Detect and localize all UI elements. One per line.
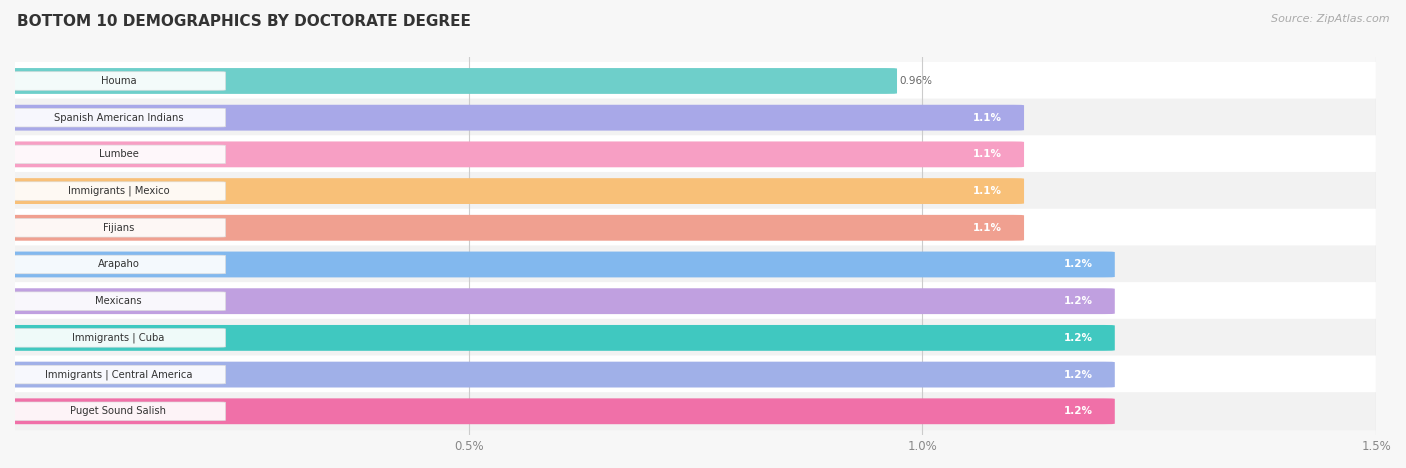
Text: Spanish American Indians: Spanish American Indians: [53, 113, 183, 123]
Text: Immigrants | Central America: Immigrants | Central America: [45, 369, 193, 380]
FancyBboxPatch shape: [11, 182, 225, 200]
FancyBboxPatch shape: [11, 366, 225, 384]
Text: Lumbee: Lumbee: [98, 149, 138, 160]
FancyBboxPatch shape: [11, 402, 225, 421]
Text: Mexicans: Mexicans: [96, 296, 142, 306]
FancyBboxPatch shape: [4, 215, 1024, 241]
FancyBboxPatch shape: [0, 245, 1395, 284]
FancyBboxPatch shape: [11, 72, 225, 90]
FancyBboxPatch shape: [4, 288, 1115, 314]
FancyBboxPatch shape: [4, 252, 1115, 278]
FancyBboxPatch shape: [11, 219, 225, 237]
FancyBboxPatch shape: [4, 68, 897, 94]
FancyBboxPatch shape: [11, 292, 225, 310]
Text: Puget Sound Salish: Puget Sound Salish: [70, 406, 166, 416]
Text: Immigrants | Mexico: Immigrants | Mexico: [67, 186, 169, 197]
FancyBboxPatch shape: [4, 325, 1115, 351]
Text: Houma: Houma: [101, 76, 136, 86]
Text: 1.2%: 1.2%: [1064, 370, 1092, 380]
FancyBboxPatch shape: [4, 362, 1115, 388]
Text: 1.2%: 1.2%: [1064, 296, 1092, 306]
FancyBboxPatch shape: [0, 392, 1395, 431]
FancyBboxPatch shape: [0, 319, 1395, 357]
FancyBboxPatch shape: [4, 398, 1115, 424]
FancyBboxPatch shape: [0, 135, 1395, 174]
FancyBboxPatch shape: [4, 141, 1024, 167]
FancyBboxPatch shape: [11, 109, 225, 127]
Text: 1.2%: 1.2%: [1064, 333, 1092, 343]
FancyBboxPatch shape: [11, 255, 225, 274]
FancyBboxPatch shape: [0, 172, 1395, 210]
Text: 1.1%: 1.1%: [973, 113, 1002, 123]
Text: BOTTOM 10 DEMOGRAPHICS BY DOCTORATE DEGREE: BOTTOM 10 DEMOGRAPHICS BY DOCTORATE DEGR…: [17, 14, 471, 29]
FancyBboxPatch shape: [4, 178, 1024, 204]
FancyBboxPatch shape: [11, 329, 225, 347]
Text: 0.96%: 0.96%: [900, 76, 932, 86]
FancyBboxPatch shape: [4, 105, 1024, 131]
FancyBboxPatch shape: [0, 282, 1395, 320]
Text: Immigrants | Cuba: Immigrants | Cuba: [72, 333, 165, 343]
FancyBboxPatch shape: [0, 99, 1395, 137]
Text: 1.2%: 1.2%: [1064, 406, 1092, 416]
Text: 1.2%: 1.2%: [1064, 259, 1092, 270]
Text: 1.1%: 1.1%: [973, 223, 1002, 233]
FancyBboxPatch shape: [11, 145, 225, 164]
FancyBboxPatch shape: [0, 62, 1395, 100]
FancyBboxPatch shape: [0, 209, 1395, 247]
Text: 1.1%: 1.1%: [973, 186, 1002, 196]
Text: 1.1%: 1.1%: [973, 149, 1002, 160]
Text: Fijians: Fijians: [103, 223, 134, 233]
FancyBboxPatch shape: [0, 356, 1395, 394]
Text: Source: ZipAtlas.com: Source: ZipAtlas.com: [1271, 14, 1389, 24]
Text: Arapaho: Arapaho: [97, 259, 139, 270]
